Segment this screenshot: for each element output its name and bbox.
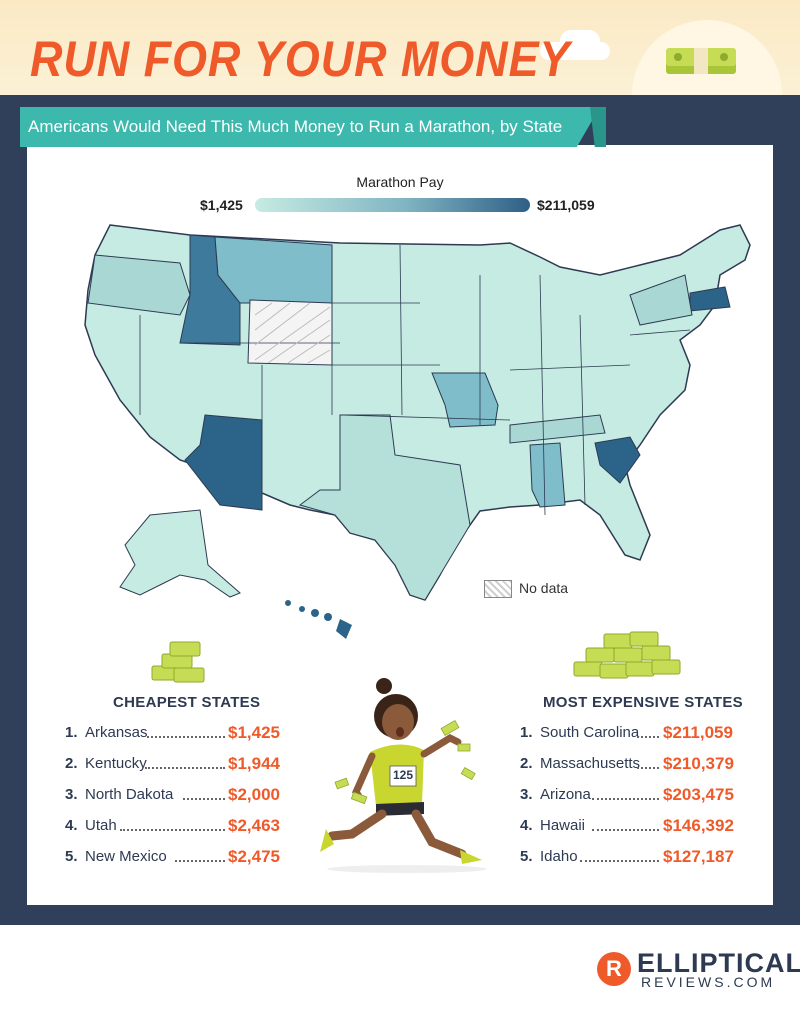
rank: 1. [520, 724, 533, 741]
state-alaska [119, 509, 241, 598]
state-name: South Carolina [540, 724, 640, 741]
state-name: New Mexico [85, 848, 167, 865]
state-alabama [529, 442, 566, 508]
state-name: Arizona [540, 786, 591, 803]
rank: 5. [65, 848, 78, 865]
expensive-title: MOST EXPENSIVE STATES [543, 694, 743, 711]
state-oregon [87, 254, 191, 316]
state-wyoming [247, 299, 333, 366]
state-name: Utah [85, 817, 117, 834]
money-small-stack-icon [151, 641, 205, 683]
list-item: 5. New Mexico $2,475 [65, 847, 285, 870]
cheapest-title: CHEAPEST STATES [113, 694, 261, 711]
amount: $1,425 [228, 723, 280, 742]
leader-dots [592, 786, 659, 800]
state-name: Hawaii [540, 817, 586, 834]
legend-min-label: $1,425 [200, 197, 243, 213]
state-name: Kentucky [85, 755, 147, 772]
amount: $1,944 [228, 754, 280, 773]
banner-fold [590, 107, 606, 147]
runner-illustration [320, 678, 487, 873]
logo-line2: REVIEWS.COM [641, 974, 776, 990]
legend-max-label: $211,059 [537, 197, 595, 213]
money-large-stack-icon [573, 631, 681, 679]
rank: 2. [520, 755, 533, 772]
list-item: 2. Massachusetts $210,379 [520, 754, 740, 777]
state-texas [298, 414, 471, 601]
list-item: 5. Idaho $127,187 [520, 847, 740, 870]
rank: 5. [520, 848, 533, 865]
rank: 1. [65, 724, 78, 741]
amount: $211,059 [663, 723, 733, 742]
state-name: Massachusetts [540, 755, 641, 772]
rank: 2. [65, 755, 78, 772]
amount: $2,475 [228, 847, 280, 866]
list-item: 3. North Dakota $2,000 [65, 785, 285, 808]
rank: 4. [65, 817, 78, 834]
legend-color-scale [255, 198, 530, 212]
amount: $203,475 [663, 785, 734, 804]
leader-dots [637, 755, 659, 769]
amount: $146,392 [663, 816, 734, 835]
logo-mark-icon: R [597, 952, 631, 986]
state-new-york [629, 274, 693, 326]
state-montana [214, 236, 333, 304]
money-stack-icon [666, 48, 736, 74]
state-missouri [431, 372, 499, 428]
leader-dots [147, 724, 225, 738]
wyoming-hatch [254, 302, 331, 364]
leader-dots [120, 817, 225, 831]
list-item: 2. Kentucky $1,944 [65, 754, 285, 777]
leader-dots [175, 848, 225, 862]
leader-dots [580, 848, 659, 862]
rank: 3. [520, 786, 533, 803]
list-item: 1. Arkansas $1,425 [65, 723, 285, 746]
leader-dots [145, 755, 225, 769]
state-tennessee [509, 414, 606, 444]
rank: 3. [65, 786, 78, 803]
state-borders [139, 244, 691, 516]
leader-dots [592, 817, 659, 831]
amount: $210,379 [663, 754, 734, 773]
state-south-carolina [594, 436, 641, 484]
state-hawaii [285, 600, 352, 639]
amount: $2,463 [228, 816, 280, 835]
state-name: Arkansas [85, 724, 148, 741]
list-item: 1. South Carolina $211,059 [520, 723, 740, 746]
rank: 4. [520, 817, 533, 834]
cloud-decoration [560, 30, 600, 52]
us-choropleth-map [84, 224, 751, 639]
leader-dots [183, 786, 225, 800]
state-name: North Dakota [85, 786, 174, 803]
legend-title: Marathon Pay [356, 174, 444, 190]
state-name: Idaho [540, 848, 578, 865]
list-item: 4. Hawaii $146,392 [520, 816, 740, 839]
no-data-swatch [484, 580, 512, 598]
subtitle-banner: Americans Would Need This Much Money to … [20, 107, 600, 147]
no-data-label: No data [519, 580, 569, 596]
page-title: RUN FOR YOUR MONEY [30, 31, 571, 87]
logo-line1: ELLIPTICAL [637, 948, 800, 978]
leader-dots [637, 724, 659, 738]
amount: $127,187 [663, 847, 734, 866]
list-item: 4. Utah $2,463 [65, 816, 285, 839]
list-item: 3. Arizona $203,475 [520, 785, 740, 808]
runner-bib-number: 125 [392, 768, 414, 782]
amount: $2,000 [228, 785, 280, 804]
